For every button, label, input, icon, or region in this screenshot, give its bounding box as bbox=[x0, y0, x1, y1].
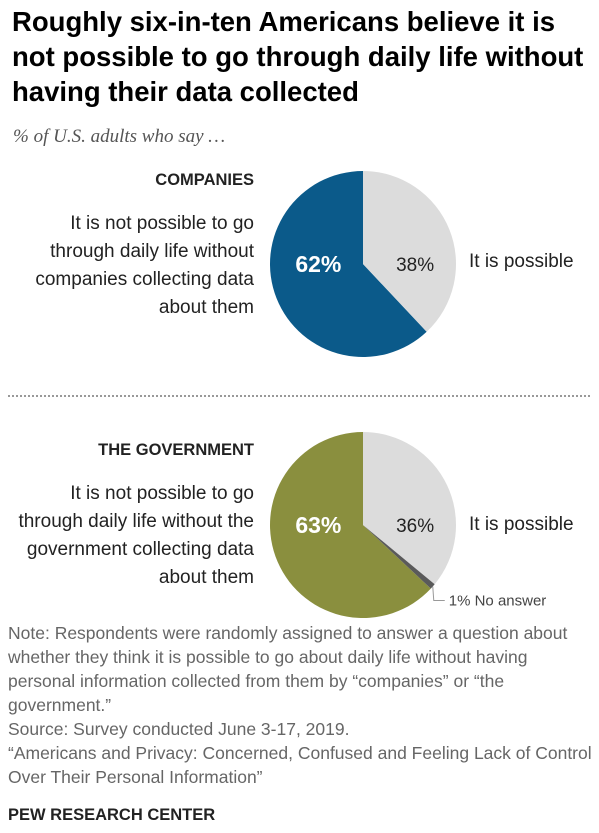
companies-slice-not-possible-value: 62% bbox=[295, 251, 341, 277]
government-slice-not-possible bbox=[269, 432, 431, 618]
government-possible-label: It is possible bbox=[469, 514, 574, 535]
companies-not-possible-label: It is not possible to go through daily l… bbox=[35, 213, 254, 318]
government-slice-not-possible-value: 63% bbox=[295, 512, 341, 538]
government-slice-no-answer bbox=[363, 525, 435, 589]
no-answer-leader-line bbox=[432, 586, 445, 602]
source-text: Source: Survey conducted June 3-17, 2019… bbox=[8, 719, 350, 739]
companies-slice-possible-value: 38% bbox=[396, 255, 434, 276]
companies-possible-label: It is possible bbox=[469, 251, 574, 272]
notes-block: Note: Respondents were randomly assigned… bbox=[8, 621, 594, 789]
companies-slice-not-possible bbox=[270, 170, 427, 357]
chart-title: Roughly six-in-ten Americans believe it … bbox=[12, 6, 584, 107]
companies-heading: COMPANIES bbox=[155, 171, 254, 189]
chart-subtitle: % of U.S. adults who say … bbox=[13, 126, 226, 147]
government-not-possible-label: It is not possible to go through daily l… bbox=[18, 483, 254, 588]
government-slice-possible-value: 36% bbox=[396, 516, 434, 537]
report-title-text: “Americans and Privacy: Concerned, Confu… bbox=[8, 743, 592, 787]
government-slice-possible bbox=[363, 432, 457, 585]
government-slice-no-answer-value: 1% No answer bbox=[449, 593, 547, 610]
note-text: Note: Respondents were randomly assigned… bbox=[8, 623, 568, 715]
organization-name: PEW RESEARCH CENTER bbox=[8, 806, 216, 824]
section-divider bbox=[8, 395, 590, 397]
companies-slice-possible bbox=[363, 171, 456, 332]
government-heading: THE GOVERNMENT bbox=[98, 441, 254, 459]
